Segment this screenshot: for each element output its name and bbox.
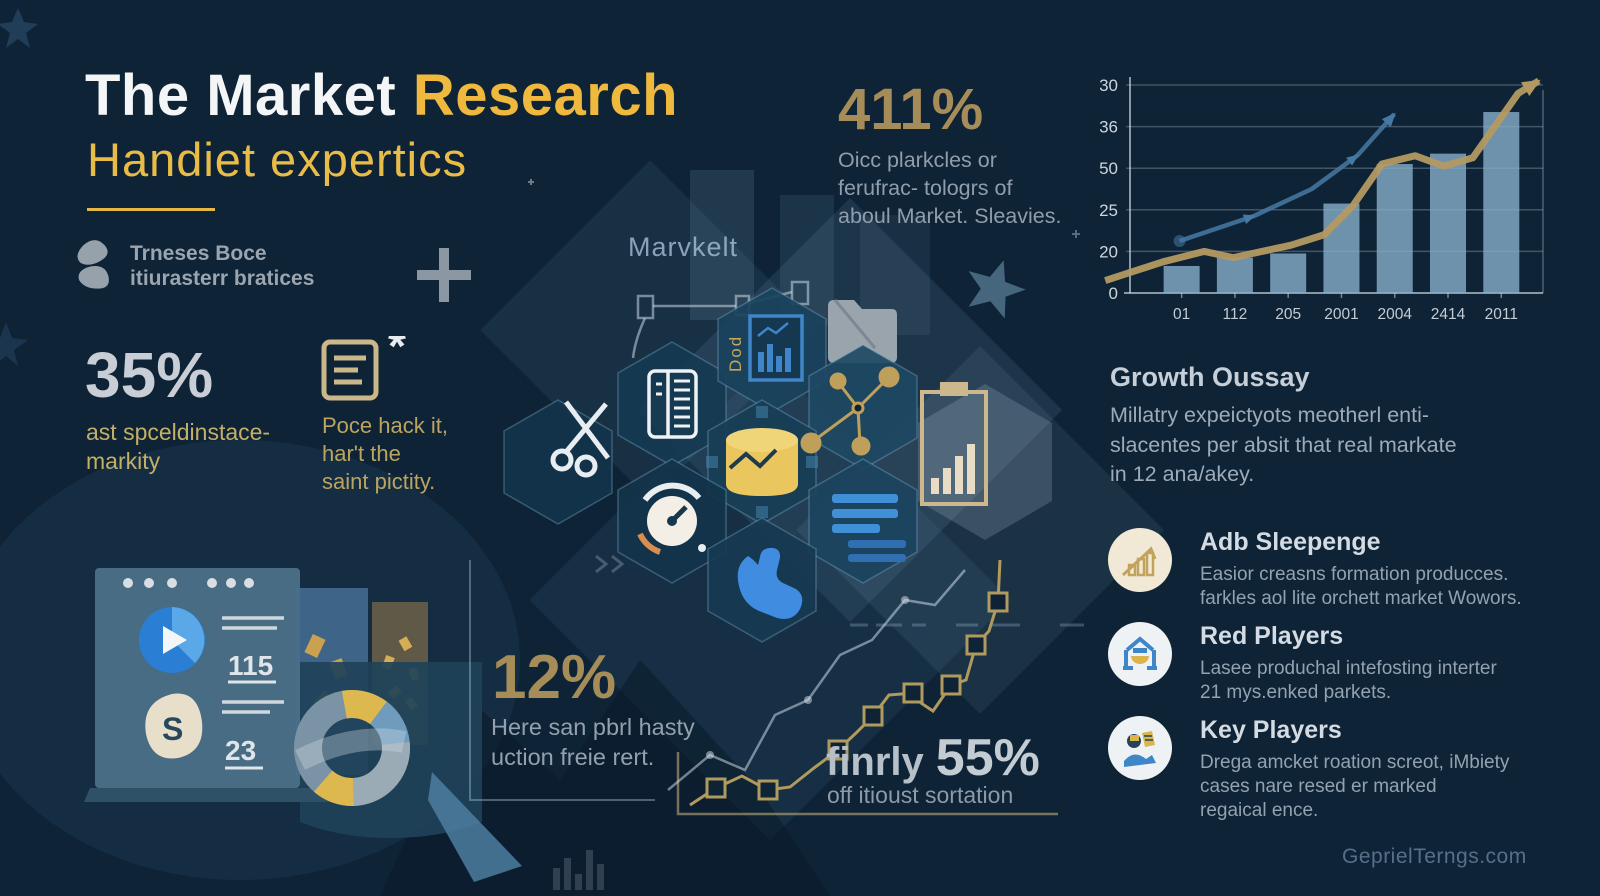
svg-text:36: 36 bbox=[1100, 118, 1118, 137]
plus-icon bbox=[417, 248, 471, 302]
title-part-white: The Market bbox=[85, 63, 413, 128]
window-num-2: 23 bbox=[225, 735, 256, 766]
gray-trend-line bbox=[667, 569, 966, 791]
svg-text:112: 112 bbox=[1223, 306, 1248, 323]
stat-411-value: 411% bbox=[838, 77, 984, 142]
window-illustration: 115 S 23 bbox=[84, 568, 522, 882]
stat-411-caption: Oicc plarkcles or ferufrac- tologrs of a… bbox=[838, 148, 1062, 228]
step-axis bbox=[676, 752, 1058, 816]
database-icon bbox=[726, 428, 798, 496]
svg-text:0: 0 bbox=[1109, 284, 1118, 303]
gauge-icon bbox=[637, 482, 706, 555]
svg-text:20: 20 bbox=[1100, 242, 1118, 261]
svg-text:01: 01 bbox=[1173, 306, 1190, 323]
doc-icon-label: Dod bbox=[726, 335, 745, 372]
folder-icon bbox=[828, 299, 897, 363]
player-icon-circle bbox=[1108, 528, 1172, 592]
svg-text:50: 50 bbox=[1100, 159, 1118, 178]
trend-chart: 30 36 50 25 20 0 01 112 205 2001 2004 2414 2011 bbox=[1100, 76, 1544, 323]
window-num-1: 115 bbox=[228, 650, 273, 681]
stat-55-value: 55% bbox=[935, 729, 1040, 787]
scissors-icon bbox=[550, 400, 610, 478]
svg-text:25: 25 bbox=[1100, 201, 1118, 220]
laptop-base bbox=[84, 788, 342, 802]
player-desc: Lasee produchal intefosting interter 21 … bbox=[1200, 658, 1497, 703]
growth-body: Millatry expeictyots meotherl enti- slac… bbox=[1110, 403, 1457, 486]
title-part-yellow: Research bbox=[412, 63, 678, 128]
stat-12-caption: Here san pbrl hasty uction freie rert. bbox=[491, 714, 695, 770]
svg-text:2011: 2011 bbox=[1485, 306, 1518, 323]
stat-55: finrly 55% bbox=[826, 728, 1040, 788]
beam-shape bbox=[428, 772, 522, 882]
s-letter: S bbox=[162, 711, 183, 747]
watermark: GeprielTerngs.com bbox=[1342, 845, 1527, 868]
gold-step-line bbox=[689, 559, 1009, 807]
player-item-3: Key Players Drega amcket roation screot,… bbox=[1108, 716, 1558, 823]
document-asterisk-icon: * bbox=[321, 336, 406, 401]
svg-text:2001: 2001 bbox=[1324, 306, 1358, 323]
donut-chart bbox=[294, 689, 411, 806]
market-stand-icon bbox=[1123, 636, 1157, 670]
stat-55-prefix: finrly bbox=[826, 740, 924, 784]
player-icon-circle bbox=[1108, 622, 1172, 686]
svg-text:2004: 2004 bbox=[1377, 306, 1412, 323]
player-title: Red Players bbox=[1200, 622, 1344, 650]
server-icon bbox=[647, 369, 698, 439]
player-icon-circle bbox=[1108, 716, 1172, 780]
window-card: 115 S 23 bbox=[84, 568, 342, 802]
stat-35-caption: ast spceldinstace- markity bbox=[86, 419, 271, 474]
text-lines-icon bbox=[832, 494, 906, 562]
hand-icon bbox=[737, 547, 803, 619]
stat-35-value: 35% bbox=[85, 339, 214, 411]
player-desc: Drega amcket roation screot, iMbiety cas… bbox=[1200, 752, 1510, 821]
network-icon bbox=[800, 366, 900, 456]
stat-55-caption: off itioust sortation bbox=[827, 782, 1014, 808]
stat-12-value: 12% bbox=[492, 643, 617, 712]
clipboard-chart-icon bbox=[920, 382, 988, 506]
doc-note-caption: Poce hack it, har't the saint pictity. bbox=[322, 413, 448, 494]
hex-cluster: Dod bbox=[503, 280, 1052, 643]
marvkelt-label: Marvkelt bbox=[628, 232, 739, 262]
svg-text:205: 205 bbox=[1275, 306, 1301, 323]
brand-name: Trneses Boce itiurasterr bratices bbox=[130, 242, 315, 290]
step-line-chart bbox=[469, 559, 1058, 816]
star-icon bbox=[968, 260, 1026, 319]
brand-logo-icon bbox=[77, 240, 109, 289]
player-title: Key Players bbox=[1200, 716, 1342, 744]
player-title: Adb Sleepenge bbox=[1200, 528, 1381, 556]
frame-lines bbox=[469, 560, 655, 801]
growth-bars-icon bbox=[1121, 546, 1157, 577]
play-icon bbox=[139, 607, 205, 673]
growth-heading: Growth Oussay bbox=[1110, 362, 1310, 392]
person-icon bbox=[1124, 731, 1156, 767]
page-subtitle: Handiet expertics bbox=[87, 133, 468, 186]
player-desc: Easior creasns formation producces. fark… bbox=[1200, 564, 1522, 609]
title-underline bbox=[87, 208, 215, 211]
player-item-1: Adb Sleepenge Easior creasns formation p… bbox=[1108, 528, 1558, 611]
player-item-2: Red Players Lasee produchal intefosting … bbox=[1108, 622, 1558, 705]
svg-text:*: * bbox=[388, 336, 406, 372]
doc-chart-icon: Dod bbox=[726, 314, 804, 382]
svg-text:2414: 2414 bbox=[1431, 306, 1466, 323]
svg-text:30: 30 bbox=[1100, 76, 1118, 95]
page-title: The Market Research bbox=[85, 62, 678, 129]
s-badge: S bbox=[145, 693, 203, 759]
